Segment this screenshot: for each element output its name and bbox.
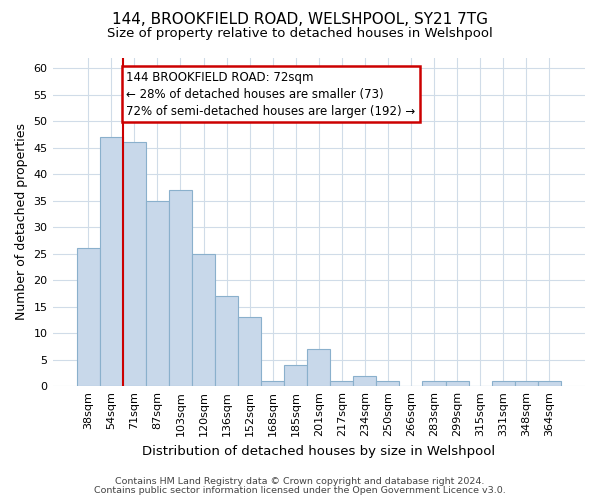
Bar (100, 137, 123, 386)
Bar (169, 190, 192, 386)
Bar (307, 349, 330, 386)
Bar (192, 254, 215, 386)
Bar (284, 365, 307, 386)
Text: Contains public sector information licensed under the Open Government Licence v3: Contains public sector information licen… (94, 486, 506, 495)
Text: 144 BROOKFIELD ROAD: 72sqm
← 28% of detached houses are smaller (73)
72% of semi: 144 BROOKFIELD ROAD: 72sqm ← 28% of deta… (127, 71, 416, 118)
Bar (491, 381, 515, 386)
Y-axis label: Number of detached properties: Number of detached properties (15, 124, 28, 320)
Bar (77, 248, 100, 386)
Bar (330, 381, 353, 386)
Bar (353, 376, 376, 386)
Bar (238, 318, 261, 386)
Bar (515, 381, 538, 386)
X-axis label: Distribution of detached houses by size in Welshpool: Distribution of detached houses by size … (142, 444, 496, 458)
Bar (215, 296, 238, 386)
Bar (261, 381, 284, 386)
Bar (376, 381, 400, 386)
Text: Size of property relative to detached houses in Welshpool: Size of property relative to detached ho… (107, 28, 493, 40)
Text: Contains HM Land Registry data © Crown copyright and database right 2024.: Contains HM Land Registry data © Crown c… (115, 477, 485, 486)
Text: 144, BROOKFIELD ROAD, WELSHPOOL, SY21 7TG: 144, BROOKFIELD ROAD, WELSHPOOL, SY21 7T… (112, 12, 488, 28)
Bar (123, 142, 146, 386)
Bar (422, 381, 446, 386)
Bar (446, 381, 469, 386)
Bar (538, 381, 561, 386)
Bar (146, 200, 169, 386)
